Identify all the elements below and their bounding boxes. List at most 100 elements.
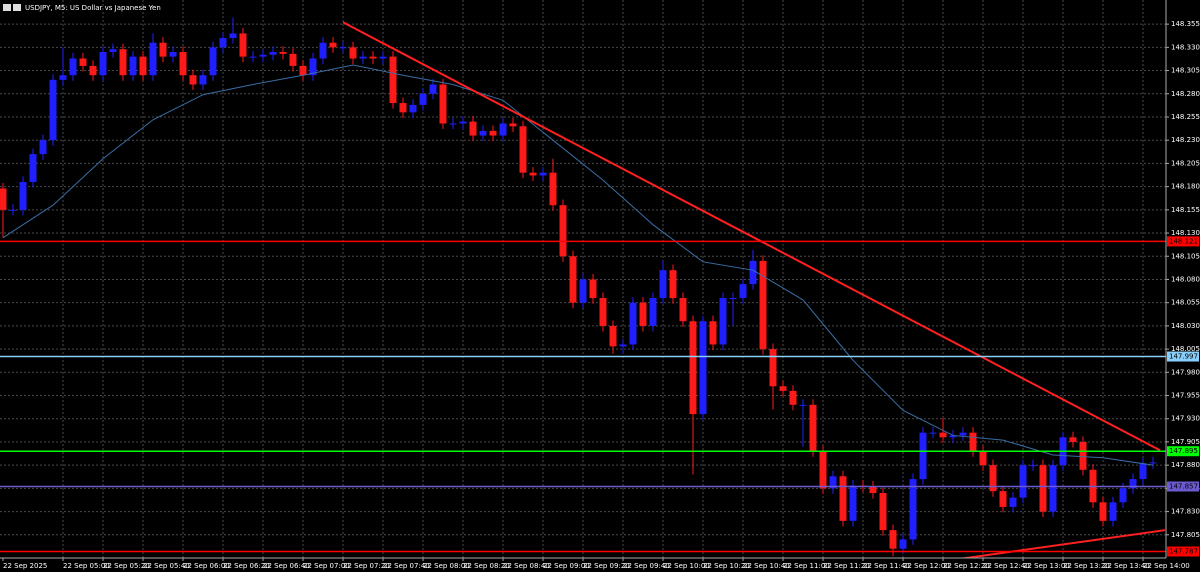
candle-body (929, 432, 937, 434)
candle-body (779, 386, 787, 391)
x-tick-label: 22 Sep 07:40 (383, 562, 430, 570)
icon (13, 4, 21, 11)
trendline (342, 21, 1161, 452)
candle-body (1149, 462, 1157, 464)
x-tick-label: 22 Sep 13:40 (1103, 562, 1150, 570)
candle-body (409, 104, 417, 113)
x-tick-label: 22 Sep 09:20 (583, 562, 630, 570)
level-tag (1167, 546, 1199, 557)
candle-body (0, 188, 7, 210)
y-tick-label: 147.880 (1171, 461, 1200, 469)
candle-body (849, 485, 857, 521)
x-tick-label: 22 Sep 09:00 (543, 562, 590, 570)
candle-body (159, 42, 167, 57)
y-tick-label: 148.180 (1171, 183, 1200, 191)
candle-body (89, 65, 97, 76)
candle-body (509, 123, 517, 127)
icon (3, 4, 11, 11)
level-tag (1167, 351, 1199, 362)
candle-body (819, 451, 827, 489)
candle-body (329, 42, 337, 48)
candle-body (149, 42, 157, 76)
candle-body (359, 56, 367, 59)
candle-body (649, 298, 657, 326)
candle-body (879, 493, 887, 531)
candle-body (389, 56, 397, 104)
candle-body (679, 298, 687, 322)
level-tag (1167, 481, 1199, 492)
candle-body (489, 130, 497, 136)
x-tick-label: 22 Sep 11:40 (863, 562, 910, 570)
candle-body (99, 51, 107, 76)
candle-body (529, 172, 537, 176)
candle-body (629, 302, 637, 345)
candle-body (319, 42, 327, 59)
candle-body (949, 435, 957, 438)
level-label: 147.787 (1169, 548, 1198, 556)
x-tick-label: 22 Sep 06:40 (263, 562, 310, 570)
candle-body (1049, 465, 1057, 512)
candle-body (1099, 502, 1107, 521)
x-tick-label: 22 Sep 14:00 (1143, 562, 1190, 570)
y-tick-label: 148.080 (1171, 275, 1200, 283)
x-tick-label: 22 Sep 09:40 (623, 562, 670, 570)
candle-body (1119, 488, 1127, 503)
candle-body (759, 260, 767, 350)
moving-average (2, 64, 1154, 466)
y-tick-label: 147.905 (1171, 438, 1200, 446)
x-tick-label: 22 Sep 12:00 (903, 562, 950, 570)
candle-body (1079, 441, 1087, 470)
candle-body (249, 56, 257, 58)
level-tag (1167, 236, 1199, 247)
candle-body (499, 123, 507, 136)
x-tick-label: 22 Sep 10:40 (743, 562, 790, 570)
candle-body (29, 154, 37, 182)
chart-title: USDJPY, M5: US Dollar vs Japanese Yen (25, 4, 161, 12)
candle-body (449, 123, 457, 125)
candle-body (829, 476, 837, 489)
candle-body (729, 298, 737, 300)
candle-body (429, 84, 437, 94)
candle-body (769, 349, 777, 387)
candle-body (719, 298, 727, 345)
x-tick-label: 22 Sep 12:40 (983, 562, 1030, 570)
candle-body (439, 84, 447, 124)
y-tick-label: 148.005 (1171, 345, 1200, 353)
candle-body (1019, 465, 1027, 498)
candle-body (809, 404, 817, 452)
candle-body (639, 302, 647, 326)
candle-body (1129, 479, 1137, 489)
candle-body (739, 284, 747, 299)
candle-body (479, 130, 487, 136)
candle-body (59, 75, 67, 80)
x-tick-label: 22 Sep 06:20 (223, 562, 270, 570)
candle-body (129, 56, 137, 76)
candle-body (569, 256, 577, 303)
candle-body (179, 51, 187, 76)
x-tick-label: 22 Sep 05:00 (63, 562, 110, 570)
x-tick-label: 22 Sep 11:20 (823, 562, 870, 570)
candle-body (39, 140, 47, 155)
candle-body (379, 56, 387, 59)
candle-body (269, 51, 277, 55)
y-tick-label: 148.255 (1171, 113, 1200, 121)
y-tick-label: 148.330 (1171, 43, 1200, 51)
candle-body (519, 126, 527, 173)
x-tick-label: 22 Sep 08:40 (503, 562, 550, 570)
level-label: 147.997 (1169, 353, 1198, 361)
candle-body (349, 47, 357, 59)
y-tick-label: 148.280 (1171, 90, 1200, 98)
candle-body (689, 321, 697, 415)
candle-body (799, 404, 807, 406)
candle-body (559, 205, 567, 257)
candle-body (259, 54, 267, 57)
candle-body (959, 432, 967, 436)
candle-body (869, 486, 877, 494)
candle-body (749, 260, 757, 285)
candle-body (459, 121, 467, 124)
trendline (959, 529, 1166, 558)
y-tick-label: 147.980 (1171, 368, 1200, 376)
